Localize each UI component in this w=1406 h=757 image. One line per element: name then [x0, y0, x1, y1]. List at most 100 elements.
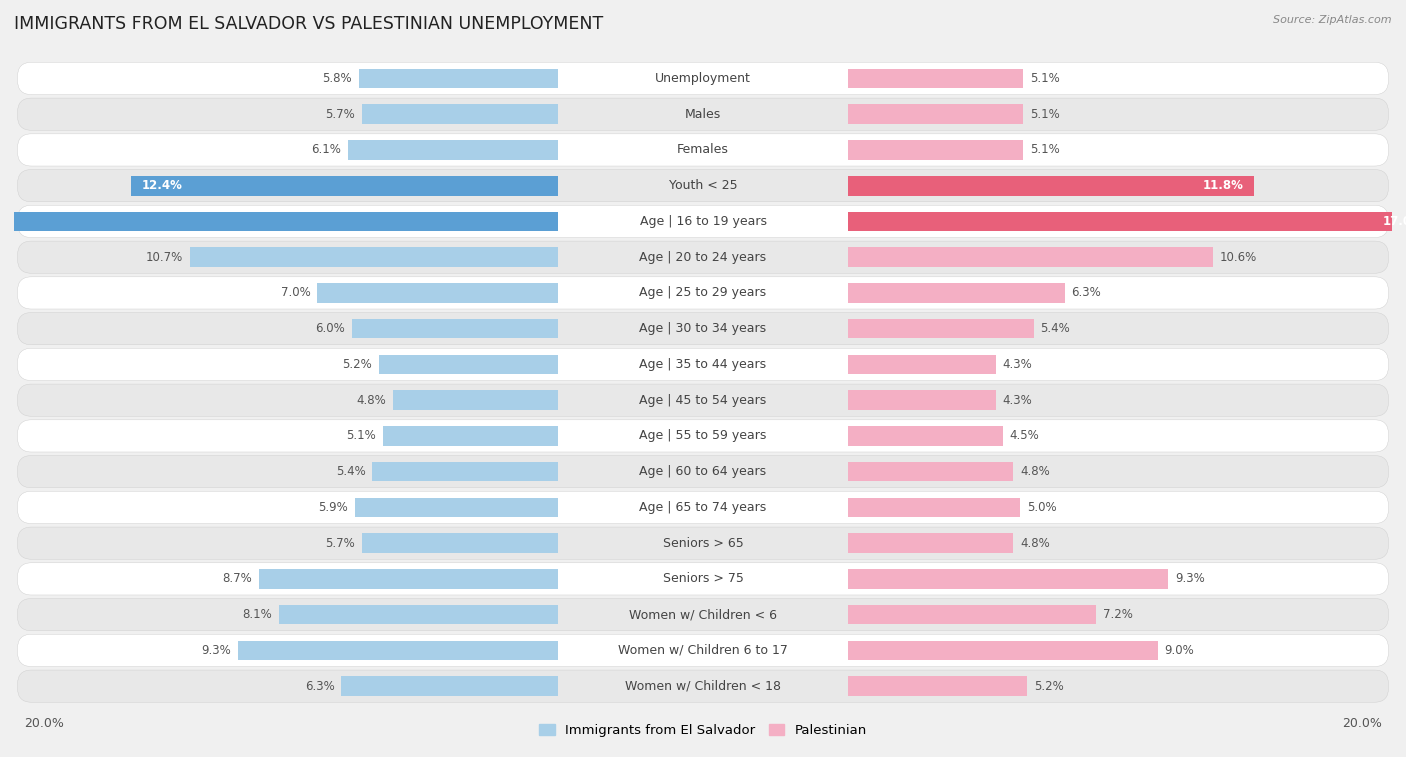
Bar	[0, 212, 558, 231]
Text: Youth < 25: Youth < 25	[669, 179, 737, 192]
Text: Seniors > 75: Seniors > 75	[662, 572, 744, 585]
Bar	[848, 391, 995, 410]
Bar	[848, 104, 1024, 124]
Bar	[848, 640, 1157, 660]
Bar	[190, 248, 558, 267]
Text: 6.3%: 6.3%	[305, 680, 335, 693]
FancyBboxPatch shape	[17, 562, 1389, 595]
Text: 10.7%: 10.7%	[146, 251, 183, 263]
Text: 4.8%: 4.8%	[1019, 465, 1050, 478]
FancyBboxPatch shape	[17, 170, 1389, 202]
Text: 5.1%: 5.1%	[1031, 72, 1060, 85]
Bar	[848, 69, 1024, 89]
Text: 4.8%: 4.8%	[356, 394, 387, 407]
Bar	[848, 248, 1213, 267]
Text: 17.0%: 17.0%	[1382, 215, 1406, 228]
Text: 4.3%: 4.3%	[1002, 358, 1032, 371]
Bar	[380, 354, 558, 374]
Text: 20.0%: 20.0%	[1341, 717, 1382, 730]
Text: 5.2%: 5.2%	[1033, 680, 1063, 693]
Text: 4.5%: 4.5%	[1010, 429, 1039, 442]
Text: 5.7%: 5.7%	[325, 107, 356, 120]
Bar	[373, 462, 558, 481]
FancyBboxPatch shape	[17, 348, 1389, 381]
Bar	[848, 426, 1002, 446]
Text: Females: Females	[678, 143, 728, 157]
Text: Seniors > 65: Seniors > 65	[662, 537, 744, 550]
Text: 20.0%: 20.0%	[24, 717, 65, 730]
Bar	[318, 283, 558, 303]
Text: Women w/ Children 6 to 17: Women w/ Children 6 to 17	[619, 644, 787, 657]
Text: Women w/ Children < 6: Women w/ Children < 6	[628, 608, 778, 621]
Text: 4.8%: 4.8%	[1019, 537, 1050, 550]
Bar	[131, 176, 558, 195]
Bar	[349, 140, 558, 160]
FancyBboxPatch shape	[17, 527, 1389, 559]
FancyBboxPatch shape	[17, 420, 1389, 452]
Text: 12.4%: 12.4%	[142, 179, 183, 192]
FancyBboxPatch shape	[17, 670, 1389, 702]
Text: 5.1%: 5.1%	[1031, 107, 1060, 120]
Text: 5.9%: 5.9%	[318, 501, 349, 514]
Bar	[352, 319, 558, 338]
Text: 5.0%: 5.0%	[1026, 501, 1056, 514]
Text: Age | 60 to 64 years: Age | 60 to 64 years	[640, 465, 766, 478]
Bar	[848, 497, 1019, 517]
Bar	[342, 676, 558, 696]
Bar	[848, 283, 1064, 303]
Text: Age | 45 to 54 years: Age | 45 to 54 years	[640, 394, 766, 407]
FancyBboxPatch shape	[17, 599, 1389, 631]
Bar	[848, 605, 1095, 625]
Legend: Immigrants from El Salvador, Palestinian: Immigrants from El Salvador, Palestinian	[533, 719, 873, 743]
Bar	[848, 319, 1033, 338]
FancyBboxPatch shape	[17, 205, 1389, 238]
Text: Males: Males	[685, 107, 721, 120]
Bar	[848, 212, 1406, 231]
Text: Women w/ Children < 18: Women w/ Children < 18	[626, 680, 780, 693]
Bar	[848, 176, 1254, 195]
Text: 9.0%: 9.0%	[1164, 644, 1194, 657]
Bar	[382, 426, 558, 446]
Bar	[361, 534, 558, 553]
Text: 5.8%: 5.8%	[322, 72, 352, 85]
Bar	[848, 676, 1026, 696]
Bar	[848, 354, 995, 374]
Text: Source: ZipAtlas.com: Source: ZipAtlas.com	[1274, 15, 1392, 25]
Text: 6.0%: 6.0%	[315, 322, 344, 335]
Bar	[361, 104, 558, 124]
Bar	[359, 69, 558, 89]
FancyBboxPatch shape	[17, 134, 1389, 166]
Bar	[280, 605, 558, 625]
Text: Age | 25 to 29 years: Age | 25 to 29 years	[640, 286, 766, 300]
FancyBboxPatch shape	[17, 634, 1389, 666]
Text: 9.3%: 9.3%	[1175, 572, 1205, 585]
Bar	[848, 534, 1012, 553]
Text: Age | 65 to 74 years: Age | 65 to 74 years	[640, 501, 766, 514]
FancyBboxPatch shape	[17, 277, 1389, 309]
Text: Age | 20 to 24 years: Age | 20 to 24 years	[640, 251, 766, 263]
Bar	[356, 497, 558, 517]
Bar	[392, 391, 558, 410]
Text: 9.3%: 9.3%	[201, 644, 231, 657]
Text: 5.7%: 5.7%	[325, 537, 356, 550]
Text: Age | 35 to 44 years: Age | 35 to 44 years	[640, 358, 766, 371]
FancyBboxPatch shape	[17, 384, 1389, 416]
Text: Age | 55 to 59 years: Age | 55 to 59 years	[640, 429, 766, 442]
Bar	[848, 569, 1168, 589]
Text: 7.0%: 7.0%	[281, 286, 311, 300]
Text: 5.4%: 5.4%	[336, 465, 366, 478]
Text: Unemployment: Unemployment	[655, 72, 751, 85]
Text: 6.3%: 6.3%	[1071, 286, 1101, 300]
Text: Age | 30 to 34 years: Age | 30 to 34 years	[640, 322, 766, 335]
FancyBboxPatch shape	[17, 62, 1389, 95]
Bar	[848, 140, 1024, 160]
FancyBboxPatch shape	[17, 98, 1389, 130]
Text: 5.4%: 5.4%	[1040, 322, 1070, 335]
Text: 5.2%: 5.2%	[343, 358, 373, 371]
Text: 6.1%: 6.1%	[312, 143, 342, 157]
Text: Age | 16 to 19 years: Age | 16 to 19 years	[640, 215, 766, 228]
FancyBboxPatch shape	[17, 241, 1389, 273]
Text: 8.7%: 8.7%	[222, 572, 252, 585]
Text: 10.6%: 10.6%	[1219, 251, 1257, 263]
Text: 11.8%: 11.8%	[1204, 179, 1244, 192]
